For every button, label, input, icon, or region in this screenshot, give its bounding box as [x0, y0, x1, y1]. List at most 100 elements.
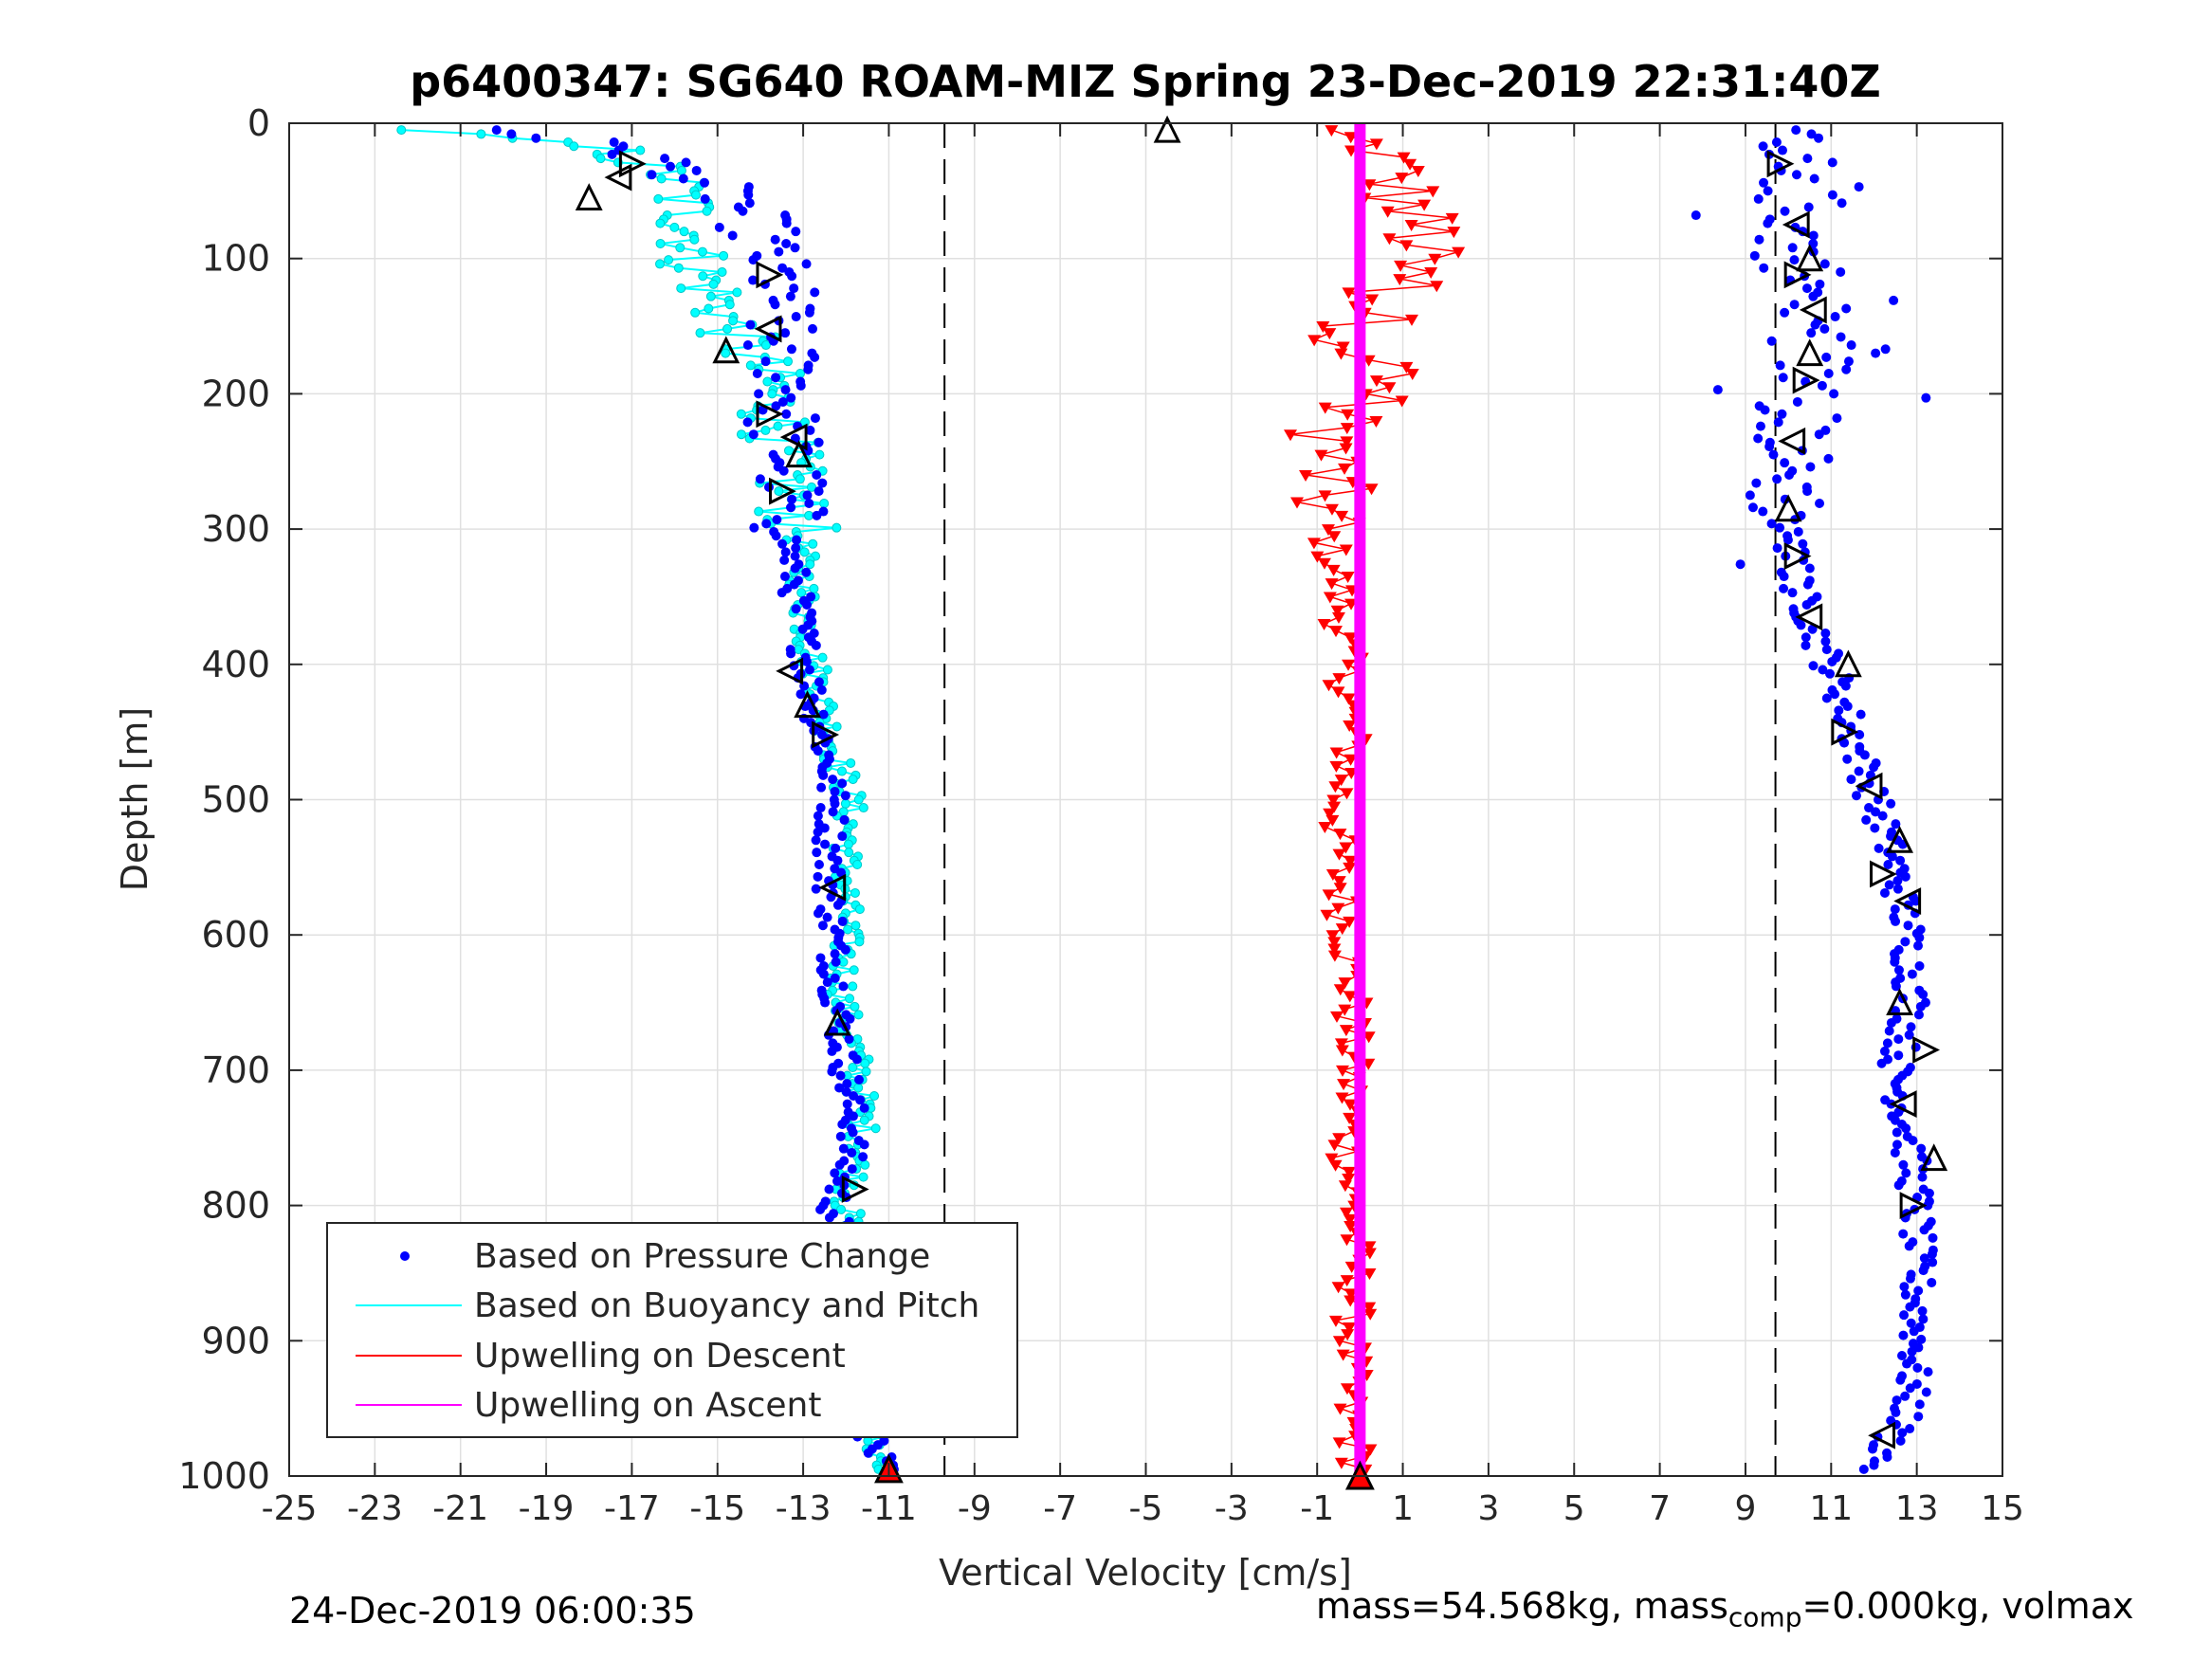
upwelling-descent-marker [1332, 876, 1346, 888]
pressure-change-point [1895, 1435, 1906, 1446]
buoyancy-pitch-point [860, 1159, 870, 1170]
annotation-triangle [1792, 366, 1820, 394]
pressure-change-point [760, 356, 771, 367]
pressure-change-point [858, 1152, 868, 1162]
upwelling-descent-marker [1362, 1267, 1377, 1280]
upwelling-descent-marker [1338, 1004, 1352, 1016]
pressure-change-point [1886, 1017, 1896, 1028]
pressure-change-point [1759, 263, 1769, 273]
upwelling-descent-marker [1397, 152, 1411, 164]
buoyancy-pitch-point [796, 588, 807, 598]
upwelling-descent-marker [1362, 1302, 1377, 1314]
pressure-change-point [781, 409, 792, 419]
upwelling-descent-marker [1337, 1079, 1351, 1091]
pressure-change-point [748, 275, 759, 285]
buoyancy-pitch-point [679, 227, 689, 237]
annotation-triangle [1783, 261, 1812, 289]
pressure-change-point [738, 206, 748, 216]
buoyancy-pitch-point [861, 1066, 871, 1077]
pressure-change-point [777, 538, 788, 549]
legend-label-descent: Upwelling on Descent [474, 1337, 846, 1376]
upwelling-descent-marker [1344, 1221, 1358, 1233]
pressure-change-point [1801, 632, 1811, 643]
y-tick-label: 800 [201, 1185, 270, 1227]
pressure-change-point [847, 1147, 857, 1158]
x-tick-label: -25 [262, 1489, 318, 1528]
upwelling-descent-marker [1333, 883, 1347, 895]
pressure-change-point [1787, 588, 1798, 598]
pressure-change-point [785, 291, 795, 301]
upwelling-descent-marker [1332, 1336, 1346, 1348]
pressure-change-point [786, 392, 796, 403]
pressure-change-point [1780, 458, 1790, 468]
pressure-change-point [1914, 961, 1925, 972]
upwelling-descent-marker [1362, 179, 1377, 191]
upwelling-descent-marker [1343, 1322, 1357, 1335]
pressure-change-point [1763, 218, 1773, 228]
buoyancy-pitch-point [690, 190, 701, 200]
upwelling-descent-marker [1339, 544, 1353, 556]
x-axis-ticks: -25 -23 -21 -19 -17 -15 -13 -11 -9 -7 -5 -3 -1 1 3 5 7 9 1… [262, 123, 2024, 1528]
upwelling-descent-marker [1382, 382, 1397, 394]
buoyancy-pitch-point [728, 316, 739, 326]
pressure-change-point [1923, 1200, 1933, 1211]
buoyancy-pitch-point [704, 303, 714, 314]
upwelling-descent-marker [1331, 902, 1345, 915]
pressure-change-point [863, 1448, 873, 1458]
pressure-change-point [789, 579, 799, 590]
upwelling-descent-marker [1369, 375, 1383, 388]
upwelling-descent-marker [1342, 287, 1356, 300]
pressure-change-point [1753, 193, 1764, 204]
footer-mass-info: mass=54.568kg, masscomp=0.000kg, volmax [1316, 1585, 2133, 1633]
legend-label-ascent: Upwelling on Ascent [474, 1386, 821, 1425]
pressure-change-point [1918, 1314, 1929, 1324]
pressure-change-point [779, 572, 790, 582]
buoyancy-pitch-point [690, 307, 701, 318]
x-tick-label: 15 [1981, 1489, 2024, 1528]
pressure-change-point [1916, 1334, 1927, 1344]
upwelling-descent-marker [1329, 747, 1344, 759]
buoyancy-pitch-point [732, 287, 742, 298]
pressure-change-point [1854, 766, 1864, 776]
upwelling-descent-marker [1363, 1444, 1378, 1456]
pressure-change-point [824, 1212, 834, 1223]
pressure-change-point [1805, 462, 1816, 472]
annotation-triangle [1868, 1421, 1896, 1449]
buoyancy-pitch-point [708, 279, 719, 289]
pressure-change-point [1841, 364, 1852, 374]
pressure-change-point [748, 255, 759, 265]
upwelling-descent-marker [1343, 862, 1357, 874]
buoyancy-pitch-point [804, 510, 814, 520]
annotation-triangle [575, 183, 603, 210]
pressure-change-point [1771, 137, 1782, 147]
pressure-change-point [660, 154, 670, 164]
buoyancy-pitch-point [809, 583, 819, 593]
pressure-change-point [1851, 791, 1861, 801]
pressure-change-point [830, 798, 840, 809]
upwelling-descent-marker [1369, 138, 1383, 151]
legend-box [326, 1222, 1018, 1438]
pressure-change-point [838, 1143, 849, 1154]
pressure-change-point [1915, 1001, 1926, 1012]
pressure-change-point [1904, 1030, 1914, 1040]
pressure-change-point [1842, 754, 1853, 764]
pressure-change-point [848, 1127, 858, 1138]
x-tick-label: 3 [1477, 1489, 1499, 1528]
y-tick-label: 700 [201, 1049, 270, 1091]
buoyancy-pitch-point [858, 803, 868, 813]
pressure-change-point [1905, 1424, 1915, 1434]
upwelling-descent-marker [1327, 950, 1342, 962]
upwelling-descent-marker [1336, 341, 1350, 354]
pressure-change-point [828, 775, 838, 785]
annotation-triangle [1778, 427, 1806, 455]
buoyancy-pitch-point [736, 409, 746, 419]
pressure-change-point [742, 417, 753, 428]
pressure-change-point [812, 510, 822, 520]
pressure-change-point [1905, 1273, 1915, 1284]
pressure-change-point [837, 778, 848, 789]
pressure-change-point [1755, 421, 1765, 431]
pressure-change-point [647, 170, 657, 180]
legend: Based on Pressure Change Based on Buoyan… [326, 1222, 1018, 1438]
x-tick-label: -11 [861, 1489, 917, 1528]
